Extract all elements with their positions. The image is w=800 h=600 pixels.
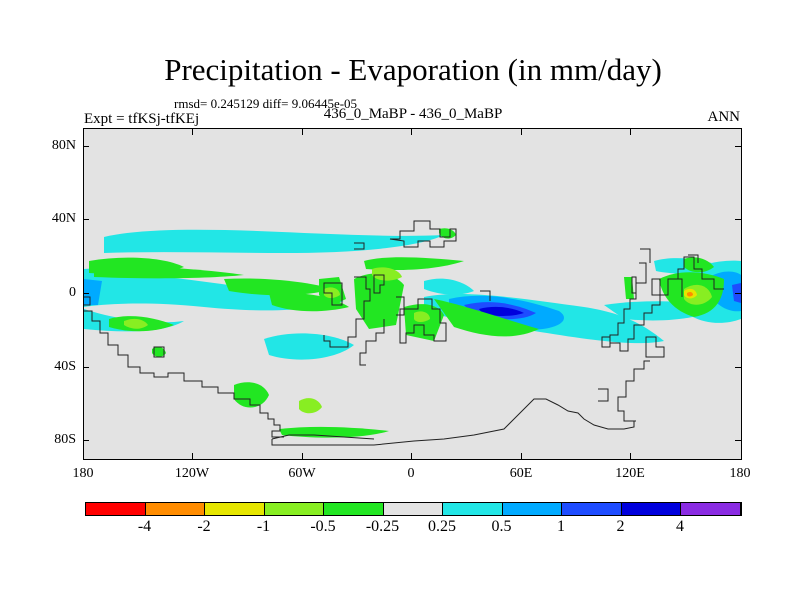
plot-title: Precipitation - Evaporation (in mm/day) bbox=[164, 52, 662, 87]
tick-bottom-120w bbox=[192, 453, 193, 459]
colorbar-segment bbox=[383, 503, 443, 515]
colorbar bbox=[85, 502, 742, 516]
lat-label: 40S bbox=[54, 359, 76, 374]
colorbar-segment bbox=[621, 503, 681, 515]
experiment-label: Expt = tfKSj-tfKEj bbox=[84, 111, 200, 127]
colorbar-label: 0.5 bbox=[491, 518, 512, 535]
lon-label: 120E bbox=[615, 466, 645, 481]
tick-top-120e bbox=[630, 129, 631, 135]
lat-label: 0 bbox=[69, 285, 76, 300]
field-orange bbox=[687, 291, 693, 297]
tick-left-40n bbox=[83, 219, 89, 220]
colorbar-segment bbox=[264, 503, 324, 515]
lon-label: 60E bbox=[509, 466, 533, 481]
tick-top-60w bbox=[302, 129, 303, 135]
colorbar-segment bbox=[562, 503, 622, 515]
colorbar-segment bbox=[443, 503, 503, 515]
colorbar-segment bbox=[86, 503, 146, 515]
colorbar-segment bbox=[502, 503, 562, 515]
lon-label: 180 bbox=[72, 466, 94, 481]
colorbar-segment bbox=[145, 503, 205, 515]
tick-right-80s bbox=[735, 440, 741, 441]
colorbar-label: -0.25 bbox=[365, 518, 400, 535]
tick-top-60e bbox=[521, 129, 522, 135]
tick-top-0 bbox=[411, 129, 412, 135]
lat-label: 40N bbox=[51, 211, 76, 226]
season-label: ANN bbox=[707, 109, 741, 125]
colorbar-label: -1 bbox=[256, 518, 271, 535]
tick-bottom-120e bbox=[630, 453, 631, 459]
lon-label: 120W bbox=[174, 466, 210, 481]
coastlines bbox=[84, 220, 724, 446]
colorbar-segment bbox=[205, 503, 265, 515]
colorbar-label: -2 bbox=[197, 518, 211, 535]
colorbar-label: 1 bbox=[557, 518, 565, 535]
lon-label: 60W bbox=[288, 466, 316, 481]
tick-bottom-0 bbox=[411, 453, 412, 459]
tick-left-80s bbox=[83, 440, 89, 441]
field-darkblue bbox=[479, 306, 524, 316]
colorbar-label: 2 bbox=[616, 518, 625, 535]
tick-top-120w bbox=[192, 129, 193, 135]
map-panel bbox=[83, 128, 742, 460]
tick-right-80n bbox=[735, 146, 741, 147]
map-svg bbox=[84, 220, 741, 446]
lat-label: 80S bbox=[54, 432, 76, 447]
tick-left-80n bbox=[83, 146, 89, 147]
lat-label: 80N bbox=[51, 138, 76, 153]
stats-label: rmsd= 0.245129 diff= 9.06445e-05 bbox=[174, 96, 358, 111]
lon-label: 0 bbox=[407, 466, 415, 481]
tick-bottom-60e bbox=[521, 453, 522, 459]
colorbar-segment bbox=[324, 503, 384, 515]
colorbar-segment bbox=[681, 503, 741, 515]
colorbar-label: -4 bbox=[137, 518, 152, 535]
colorbar-label: -0.5 bbox=[310, 518, 336, 535]
colorbar-label: 4 bbox=[676, 518, 684, 535]
tick-bottom-60w bbox=[302, 453, 303, 459]
tick-left-eq bbox=[83, 293, 89, 294]
tick-right-40s bbox=[735, 367, 741, 368]
tick-right-40n bbox=[735, 219, 741, 220]
colorbar-label: 0.25 bbox=[428, 518, 456, 535]
center-label: 436_0_MaBP - 436_0_MaBP bbox=[323, 106, 503, 122]
tick-right-eq bbox=[735, 293, 741, 294]
tick-left-40s bbox=[83, 367, 89, 368]
lon-label: 180 bbox=[729, 466, 751, 481]
